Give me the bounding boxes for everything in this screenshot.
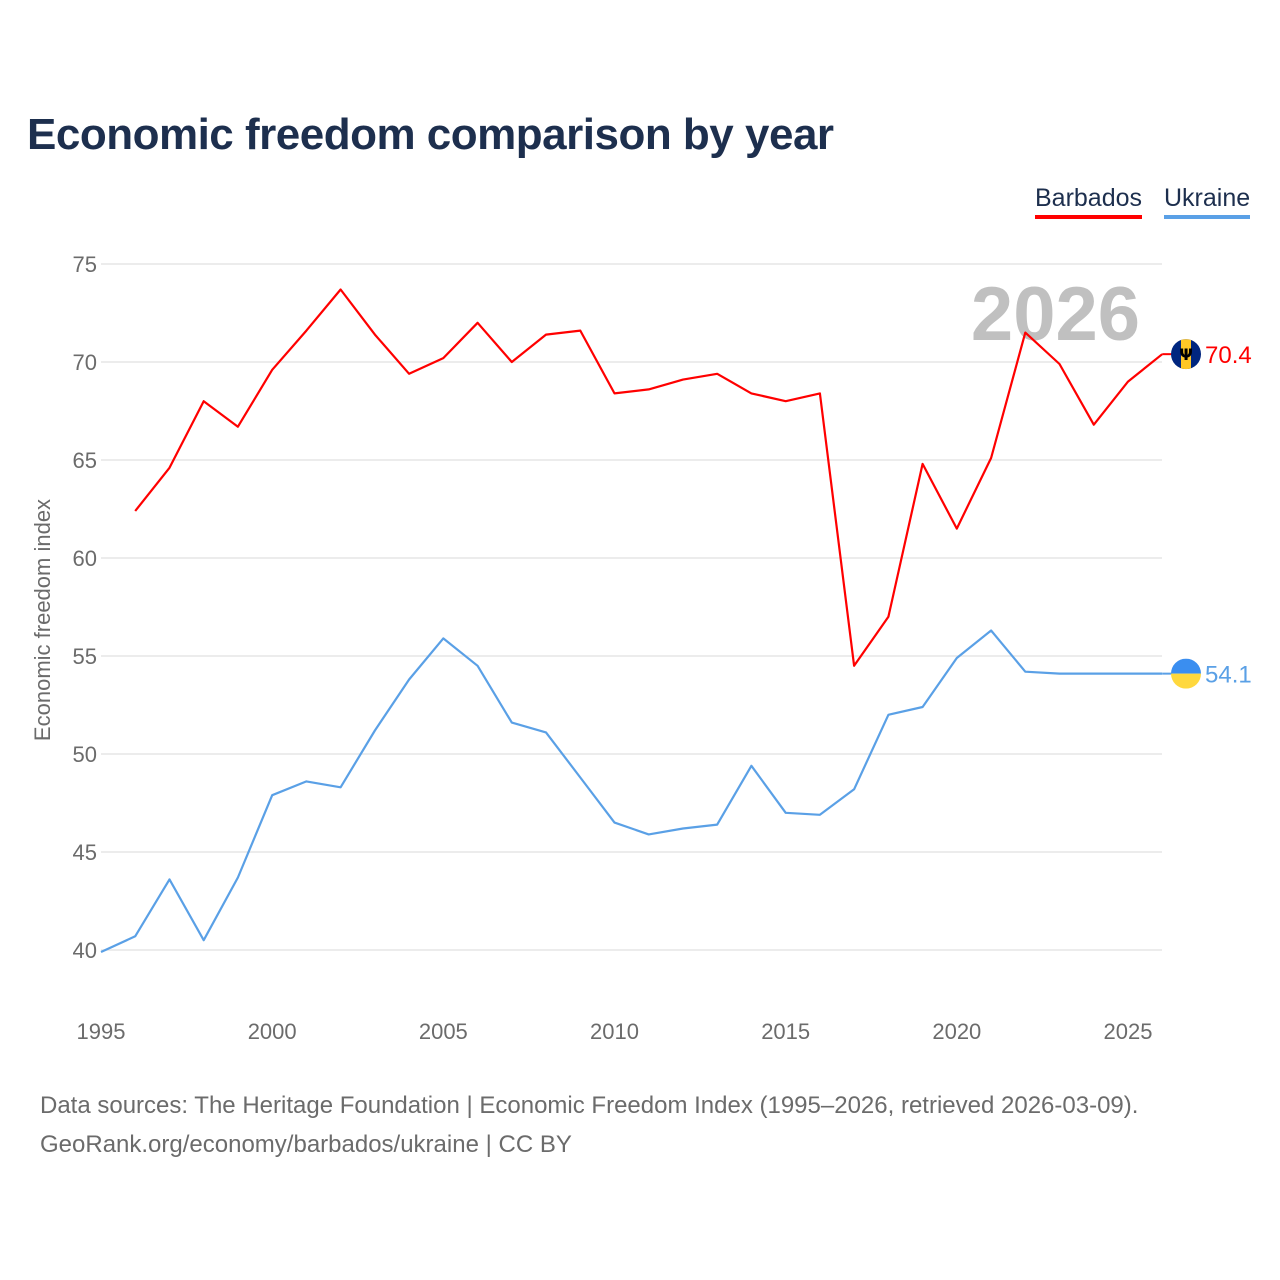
footer: Data sources: The Heritage Foundation | … (40, 1086, 1138, 1164)
year-watermark: 2026 (971, 272, 1140, 357)
y-tick-label: 65 (73, 448, 97, 473)
barbados-flag-icon: Ψ (1171, 339, 1201, 370)
line-chart: 40 45 50 55 60 65 70 75 1995 2000 2005 2010 2015 2020… (30, 252, 1252, 1044)
x-tick-label: 2015 (761, 1019, 810, 1044)
y-tick-label: 75 (73, 252, 97, 277)
x-tick-label: 2010 (590, 1019, 639, 1044)
ukraine-flag-icon (1171, 658, 1201, 689)
x-tick-label: 2005 (419, 1019, 468, 1044)
series-line-barbados (134, 288, 1163, 667)
y-tick-label: 55 (73, 644, 97, 669)
y-tick-label: 70 (73, 350, 97, 375)
x-tick-label: 2020 (932, 1019, 981, 1044)
x-tick-label: 2025 (1104, 1019, 1153, 1044)
y-tick-label: 40 (73, 938, 97, 963)
y-tick-label: 60 (73, 546, 97, 571)
flag-gold (1181, 339, 1191, 370)
end-value-label: 70.4 (1205, 342, 1252, 369)
x-tick-label: 1995 (77, 1019, 126, 1044)
footer-link[interactable]: GeoRank.org/economy/barbados/ukraine | C… (40, 1131, 572, 1158)
footer-sources: Data sources: The Heritage Foundation | … (40, 1092, 1139, 1119)
y-axis-label: Economic freedom index (30, 499, 55, 741)
x-tick-label: 2000 (248, 1019, 297, 1044)
y-tick-label: 50 (73, 742, 97, 767)
y-tick-label: 45 (73, 840, 97, 865)
end-value-label: 54.1 (1205, 662, 1252, 689)
chart-title: Economic freedom comparison by year (27, 110, 834, 159)
legend-barbados[interactable]: Barbados (1035, 184, 1143, 219)
trident-icon: Ψ (1179, 345, 1193, 364)
series-line-ukraine (100, 629, 1163, 953)
flag-yellow (1171, 673, 1201, 689)
flag-blue (1171, 658, 1201, 674)
legend-ukraine[interactable]: Ukraine (1164, 184, 1251, 219)
